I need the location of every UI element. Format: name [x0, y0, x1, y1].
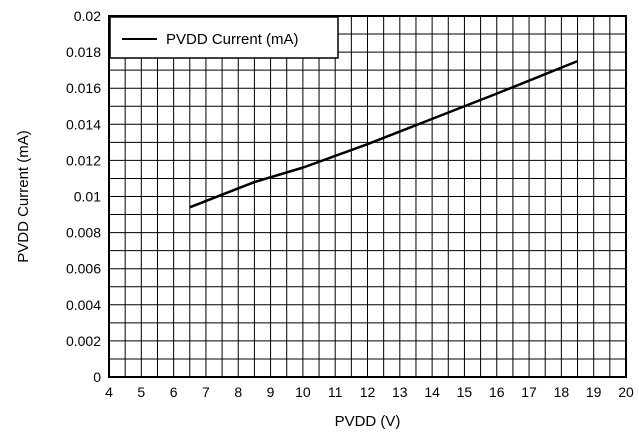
x-tick-label: 6 — [170, 384, 178, 400]
x-axis-ticks: 4 5 6 7 8 9 10 11 12 13 14 15 16 17 18 19 20 — [105, 384, 634, 400]
y-tick-label: 0.01 — [74, 189, 101, 205]
x-tick-label: 17 — [521, 384, 537, 400]
x-tick-label: 14 — [424, 384, 440, 400]
y-tick-label: 0.008 — [66, 225, 101, 241]
y-axis-title: PVDD Current (mA) — [15, 130, 32, 263]
x-tick-label: 16 — [489, 384, 505, 400]
x-tick-label: 19 — [586, 384, 602, 400]
y-tick-label: 0.002 — [66, 333, 101, 349]
legend-label: PVDD Current (mA) — [166, 31, 299, 48]
y-tick-label: 0.016 — [66, 80, 101, 96]
series-layer — [189, 59, 578, 209]
y-tick-label: 0.02 — [74, 8, 101, 24]
x-tick-label: 7 — [202, 384, 210, 400]
y-tick-label: 0 — [93, 369, 101, 385]
x-tick-label: 13 — [392, 384, 408, 400]
x-tick-label: 18 — [554, 384, 570, 400]
legend-box — [109, 16, 339, 59]
series-line — [189, 59, 578, 209]
y-tick-label: 0.014 — [66, 116, 101, 132]
x-tick-label: 4 — [105, 384, 113, 400]
x-tick-label: 11 — [328, 384, 343, 400]
x-tick-label: 10 — [295, 384, 311, 400]
y-tick-label: 0.006 — [66, 261, 101, 277]
x-axis-title: PVDD (V) — [335, 413, 401, 430]
y-tick-label: 0.018 — [66, 44, 101, 60]
x-tick-label: 5 — [137, 384, 145, 400]
y-tick-label: 0.004 — [66, 297, 101, 313]
grid — [108, 15, 627, 378]
y-axis-ticks: 0 0.002 0.004 0.006 0.008 0.01 0.012 0.014 0.016… — [66, 8, 101, 385]
plot-frame — [108, 15, 627, 378]
x-tick-label: 15 — [457, 384, 473, 400]
legend: PVDD Current (mA) — [109, 16, 339, 59]
y-tick-label: 0.012 — [66, 152, 101, 168]
x-tick-label: 8 — [234, 384, 242, 400]
x-tick-label: 20 — [618, 384, 634, 400]
x-tick-label: 12 — [360, 384, 376, 400]
x-tick-label: 9 — [267, 384, 275, 400]
